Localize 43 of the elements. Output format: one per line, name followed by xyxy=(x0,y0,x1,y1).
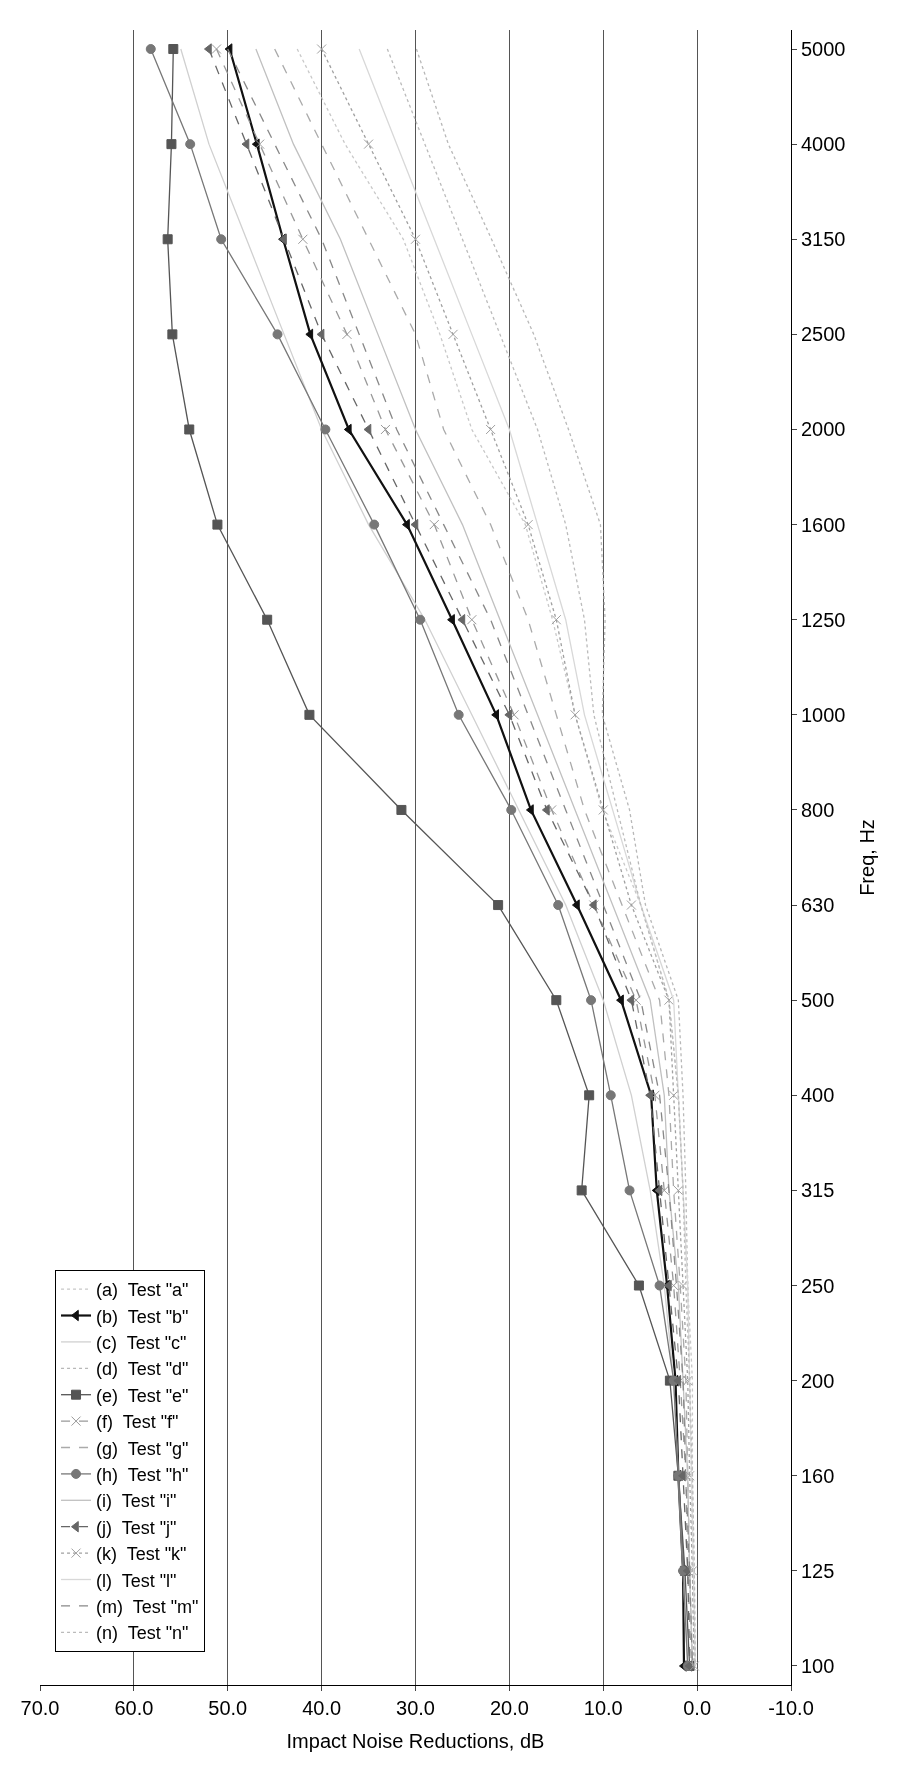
y-tick-label: 5000 xyxy=(801,38,846,61)
y-tick-label: 125 xyxy=(801,1559,835,1582)
legend-label: (f) Test "f" xyxy=(96,1412,179,1433)
y-tick-label: 630 xyxy=(801,894,835,917)
legend-label: (b) Test "b" xyxy=(96,1306,189,1327)
legend-label: (k) Test "k" xyxy=(96,1544,187,1565)
y-tick-label: 1000 xyxy=(801,703,846,726)
x-tick-label: 0.0 xyxy=(683,1697,712,1719)
y-tick-label: 800 xyxy=(801,798,835,821)
x-tick-label: 70.0 xyxy=(20,1697,60,1719)
x-tick-label: 20.0 xyxy=(489,1697,529,1719)
x-tick-label: 10.0 xyxy=(583,1697,623,1719)
legend-label: (g) Test "g" xyxy=(96,1438,189,1459)
legend-label: (l) Test "l" xyxy=(96,1570,177,1591)
y-tick-label: 250 xyxy=(801,1274,835,1297)
x-tick-label: 50.0 xyxy=(208,1697,248,1719)
y-tick-label: 160 xyxy=(801,1464,835,1487)
y-tick-label: 315 xyxy=(801,1179,835,1202)
legend-label: (c) Test "c" xyxy=(96,1332,187,1353)
x-tick-label: 60.0 xyxy=(114,1697,154,1719)
legend-label: (j) Test "j" xyxy=(96,1517,177,1538)
legend-label: (m) Test "m" xyxy=(96,1596,199,1617)
y-tick-label: 2500 xyxy=(801,323,846,346)
y-tick-label: 400 xyxy=(801,1084,835,1107)
legend-label: (i) Test "i" xyxy=(96,1491,177,1512)
legend-label: (e) Test "e" xyxy=(96,1385,189,1406)
y-axis-title: Freq, Hz xyxy=(856,819,878,896)
y-tick-label: 500 xyxy=(801,989,835,1012)
legend-label: (n) Test "n" xyxy=(96,1623,189,1644)
y-tick-label: 4000 xyxy=(801,133,846,156)
y-tick-label: 3150 xyxy=(801,228,846,251)
y-tick-label: 100 xyxy=(801,1654,835,1677)
x-axis-title: Impact Noise Reductions, dB xyxy=(286,1729,545,1752)
y-tick-label: 1250 xyxy=(801,608,846,631)
legend-label: (a) Test "a" xyxy=(96,1280,189,1301)
legend-label: (d) Test "d" xyxy=(96,1359,189,1380)
y-tick-label: 2000 xyxy=(801,418,846,441)
x-tick-label: 30.0 xyxy=(396,1697,435,1719)
y-tick-label: 1600 xyxy=(801,513,846,536)
x-tick-label: 40.0 xyxy=(302,1697,342,1719)
x-tick-label: -10.0 xyxy=(768,1697,814,1719)
legend-label: (h) Test "h" xyxy=(96,1464,189,1485)
y-tick-label: 200 xyxy=(801,1369,835,1392)
